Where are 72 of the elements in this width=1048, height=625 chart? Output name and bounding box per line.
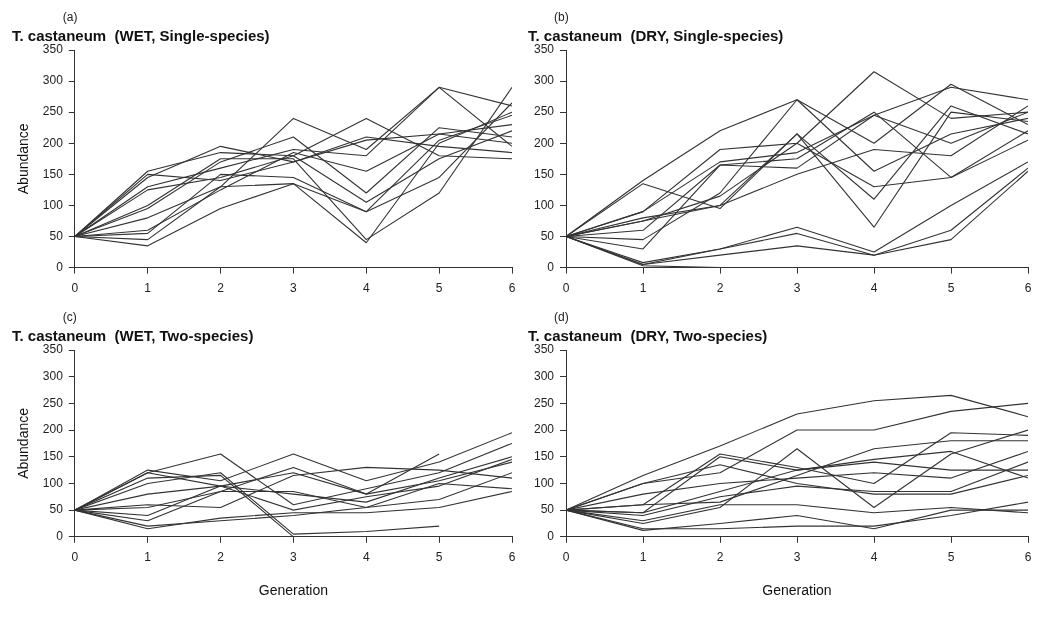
x-tick-label: 1 xyxy=(639,550,647,565)
x-tick-label: 1 xyxy=(144,550,152,565)
chart-title: T. castaneum (DRY, Two-species) xyxy=(528,327,768,345)
x-tick-label: 4 xyxy=(870,281,878,296)
x-tick-label: 5 xyxy=(947,550,955,565)
chart-title: T. castaneum (WET, Two-species) xyxy=(12,327,254,345)
y-tick-label: 100 xyxy=(42,475,64,490)
y-tick-label: 100 xyxy=(533,197,555,212)
y-tick-label: 150 xyxy=(42,166,64,181)
x-tick-label: 5 xyxy=(947,281,955,296)
x-tick-label: 6 xyxy=(508,281,516,296)
y-tick-label: 150 xyxy=(533,449,555,464)
y-tick-label: 250 xyxy=(42,104,64,119)
x-tick-label: 0 xyxy=(562,281,570,296)
y-tick-label: 200 xyxy=(533,135,555,150)
x-tick-label: 4 xyxy=(870,550,878,565)
y-tick-label: 0 xyxy=(56,529,64,544)
x-tick-label: 6 xyxy=(1024,550,1032,565)
y-tick-label: 50 xyxy=(540,502,555,517)
x-tick-label: 0 xyxy=(562,550,570,565)
y-tick-label: 250 xyxy=(533,395,555,410)
chart-title: T. castaneum (DRY, Single-species) xyxy=(528,27,784,45)
x-tick-label: 5 xyxy=(435,281,443,296)
x-tick-label: 0 xyxy=(71,550,79,565)
chart-title: T. castaneum (WET, Single-species) xyxy=(12,27,270,45)
y-tick-label: 0 xyxy=(547,259,555,274)
y-tick-label: 50 xyxy=(49,228,64,243)
y-tick-label: 50 xyxy=(49,502,64,517)
y-tick-label: 350 xyxy=(533,42,555,57)
x-tick-label: 3 xyxy=(290,281,298,296)
y-tick-label: 300 xyxy=(533,73,555,88)
x-tick-label: 5 xyxy=(435,550,443,565)
y-tick-label: 350 xyxy=(42,42,64,57)
y-tick-label: 100 xyxy=(42,197,64,212)
x-tick-label: 3 xyxy=(793,281,801,296)
x-tick-label: 6 xyxy=(1024,281,1032,296)
y-tick-label: 250 xyxy=(533,104,555,119)
y-tick-label: 300 xyxy=(42,369,64,383)
y-axis-title: Abundance xyxy=(15,123,32,195)
y-tick-label: 300 xyxy=(533,369,555,383)
x-tick-label: 2 xyxy=(716,281,724,296)
x-tick-label: 4 xyxy=(362,550,370,565)
y-tick-label: 0 xyxy=(56,259,64,274)
x-tick-label: 6 xyxy=(508,550,516,565)
text: (d) xyxy=(554,310,569,325)
y-tick-label: 200 xyxy=(533,422,555,437)
x-tick-label: 3 xyxy=(793,550,801,565)
x-axis-title: Generation xyxy=(762,582,832,599)
y-tick-label: 200 xyxy=(42,135,64,150)
x-tick-label: 2 xyxy=(217,281,225,296)
x-tick-label: 1 xyxy=(144,281,152,296)
text: (a) xyxy=(62,10,78,25)
x-tick-label: 0 xyxy=(71,281,79,296)
y-tick-label: 300 xyxy=(42,73,64,88)
x-tick-label: 3 xyxy=(290,550,298,565)
text: (c) xyxy=(62,310,77,325)
text: (b) xyxy=(554,10,569,25)
x-tick-label: 1 xyxy=(639,281,647,296)
y-tick-label: 50 xyxy=(540,228,555,243)
y-tick-label: 250 xyxy=(42,395,64,410)
y-tick-label: 150 xyxy=(533,166,555,181)
y-tick-label: 350 xyxy=(533,342,555,357)
y-axis-title: Abundance xyxy=(15,407,32,479)
y-tick-label: 200 xyxy=(42,422,64,437)
y-tick-label: 350 xyxy=(42,342,64,357)
x-tick-label: 4 xyxy=(362,281,370,296)
y-tick-label: 100 xyxy=(533,475,555,490)
x-tick-label: 2 xyxy=(217,550,225,565)
x-axis-title: Generation xyxy=(258,582,329,599)
y-tick-label: 0 xyxy=(547,529,555,544)
x-tick-label: 2 xyxy=(716,550,724,565)
y-tick-label: 150 xyxy=(42,449,64,464)
